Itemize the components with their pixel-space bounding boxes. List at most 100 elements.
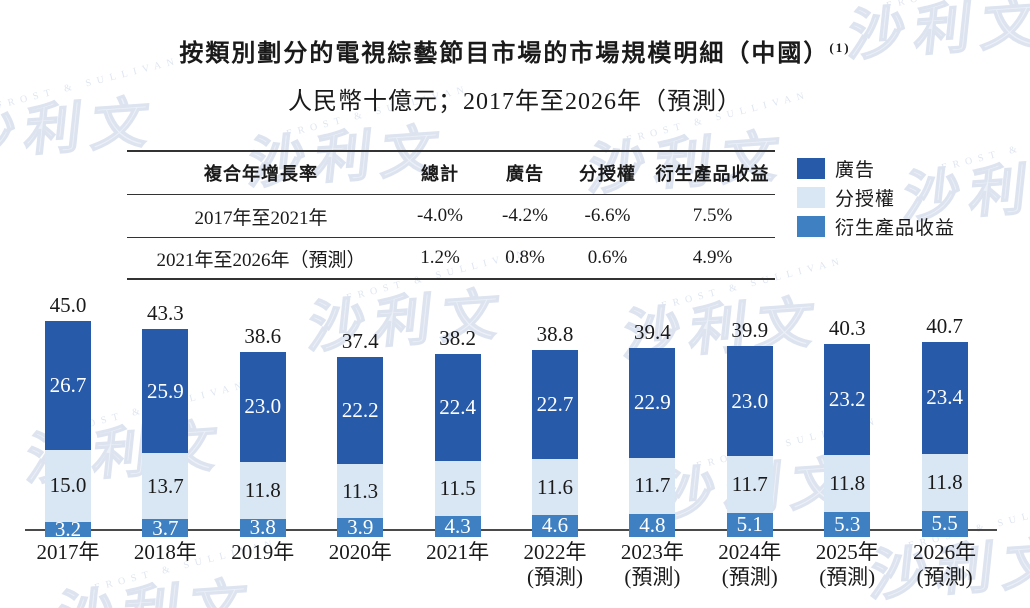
bar-segment: 15.0 [45,449,91,522]
bar-segment: 23.0 [239,351,286,463]
table-cell: 0.6% [587,247,628,268]
bar-segment: 11.8 [239,462,286,519]
x-axis-category-label: 2017年 [36,540,100,564]
legend-label: 衍生產品收益 [835,218,956,239]
bar-segment: 23.2 [824,343,871,455]
footnote-marker: (1) [829,40,851,55]
bar-segment: 23.4 [921,341,968,454]
bar-segment: 3.2 [45,518,91,539]
bar-segment: 25.9 [142,329,189,454]
legend-swatch [797,158,825,179]
table-header-row: 複合年增長率 總計 廣告 分授權 衍生產品收益 [127,152,775,195]
legend-item: 分授權 [797,187,955,210]
bar-segment: 11.5 [434,461,481,517]
table-cell: 衍生產品收益 [655,164,770,184]
bar-segment: 22.9 [629,347,676,458]
bar-segment: 11.3 [337,464,384,519]
table-cell: 1.2% [420,247,460,268]
bar-segment: 5.1 [726,512,773,537]
stacked-bar-2017年: 26.7 15.0 3.2 [45,321,91,539]
bar-total-label: 45.0 [49,293,87,318]
bar-total-label: 43.3 [147,301,184,326]
page-title-text: 按類別劃分的電視綜藝節目市場的市場規模明細（中國） [179,41,830,67]
segment-value-label: 25.9 [147,378,184,403]
bar-segment: 4.6 [532,513,578,538]
bar-segment: 13.7 [142,453,189,520]
bar-total-label: 37.4 [341,329,379,354]
bar-segment: 22.7 [532,350,578,460]
table-row: 2021年至2026年（預測） 1.2% 0.8% 0.6% 4.9% [127,238,775,278]
x-axis-category-label: 2023年 (預測) [620,540,684,589]
segment-value-label: 11.3 [342,478,379,503]
x-axis-category-label: 2018年 [133,540,197,564]
segment-value-label: 11.8 [829,470,866,495]
table-row: 2017年至2021年 -4.0% -4.2% -6.6% 7.5% [127,195,775,238]
stacked-bar-2025年: 23.2 11.8 5.3 [824,343,871,537]
segment-value-label: 5.1 [736,512,763,537]
stacked-bar-2022年: 22.7 11.6 4.6 [532,350,578,537]
segment-value-label: 4.8 [639,512,666,537]
x-axis-category-label: 2022年 (預測) [523,540,587,589]
stacked-bar-2021年: 22.4 11.5 4.3 [434,353,481,539]
table-row-label: 2017年至2021年 [194,207,328,229]
table-cell: 0.8% [505,247,545,268]
bar-segment: 3.8 [239,515,286,540]
segment-value-label: 4.6 [541,513,569,538]
stacked-bar-2020年: 22.2 11.3 3.9 [337,357,384,540]
stacked-bar-2018年: 25.9 13.7 3.7 [142,329,189,540]
bar-total-label: 38.8 [536,322,574,347]
bar-segment: 11.7 [726,456,773,513]
bar-segment: 23.0 [726,345,773,457]
table-cell: -6.6% [584,205,631,226]
segment-value-label: 3.8 [249,515,276,540]
segment-value-label: 22.9 [634,390,671,415]
segment-value-label: 11.8 [926,469,963,494]
bar-segment: 11.7 [629,457,676,514]
segment-value-label: 26.7 [49,373,87,398]
stacked-bar-2023年: 22.9 11.7 4.8 [629,347,676,537]
table-cell: 分授權 [579,164,636,184]
bar-total-label: 40.3 [828,315,866,340]
segment-value-label: 23.4 [926,385,963,410]
segment-value-label: 23.2 [828,386,866,411]
table-cell: 7.5% [692,205,733,226]
segment-value-label: 22.7 [536,392,574,417]
bar-total-label: 38.6 [244,323,282,348]
segment-value-label: 4.3 [444,514,471,539]
x-axis-category-label: 2021年 [426,540,490,564]
bar-segment: 26.7 [45,321,91,450]
x-axis-category-label: 2024年 (預測) [718,540,782,589]
x-axis-category-label: 2020年 [328,540,392,564]
bar-total-label: 40.7 [926,313,963,338]
segment-value-label: 11.5 [439,476,476,501]
stacked-bar-2024年: 23.0 11.7 5.1 [726,345,773,537]
bar-segment: 3.9 [337,515,384,540]
segment-value-label: 3.7 [152,515,179,540]
bar-total-label: 39.4 [634,319,671,344]
segment-value-label: 5.3 [834,511,861,536]
segment-value-label: 11.7 [634,473,671,498]
segment-value-label: 5.5 [931,511,958,536]
segment-value-label: 22.2 [341,398,379,423]
stacked-bar-2026年: 23.4 11.8 5.5 [921,341,968,537]
bar-segment: 11.8 [824,454,871,512]
bar-segment: 5.3 [824,511,871,537]
table-row-label: 複合年增長率 [204,164,318,184]
table-row-label: 2021年至2026年（預測） [156,249,366,271]
bar-segment: 3.7 [142,515,189,540]
segment-value-label: 3.9 [347,515,374,540]
table-cell: -4.0% [417,205,463,226]
segment-value-label: 11.6 [537,474,573,499]
x-axis-category-label: 2019年 [231,540,295,564]
legend-swatch [797,216,825,237]
bar-segment: 4.8 [629,512,676,537]
legend-label: 廣告 [835,160,876,181]
bar-segment: 22.2 [337,357,384,465]
legend-item: 廣告 [797,158,955,181]
table-cell: 總計 [421,164,459,184]
legend-swatch [797,187,825,208]
stacked-bar-2019年: 23.0 11.8 3.8 [239,351,286,540]
bar-segment: 11.6 [532,459,578,515]
x-axis-category-label: 2026年 (預測) [913,540,977,589]
